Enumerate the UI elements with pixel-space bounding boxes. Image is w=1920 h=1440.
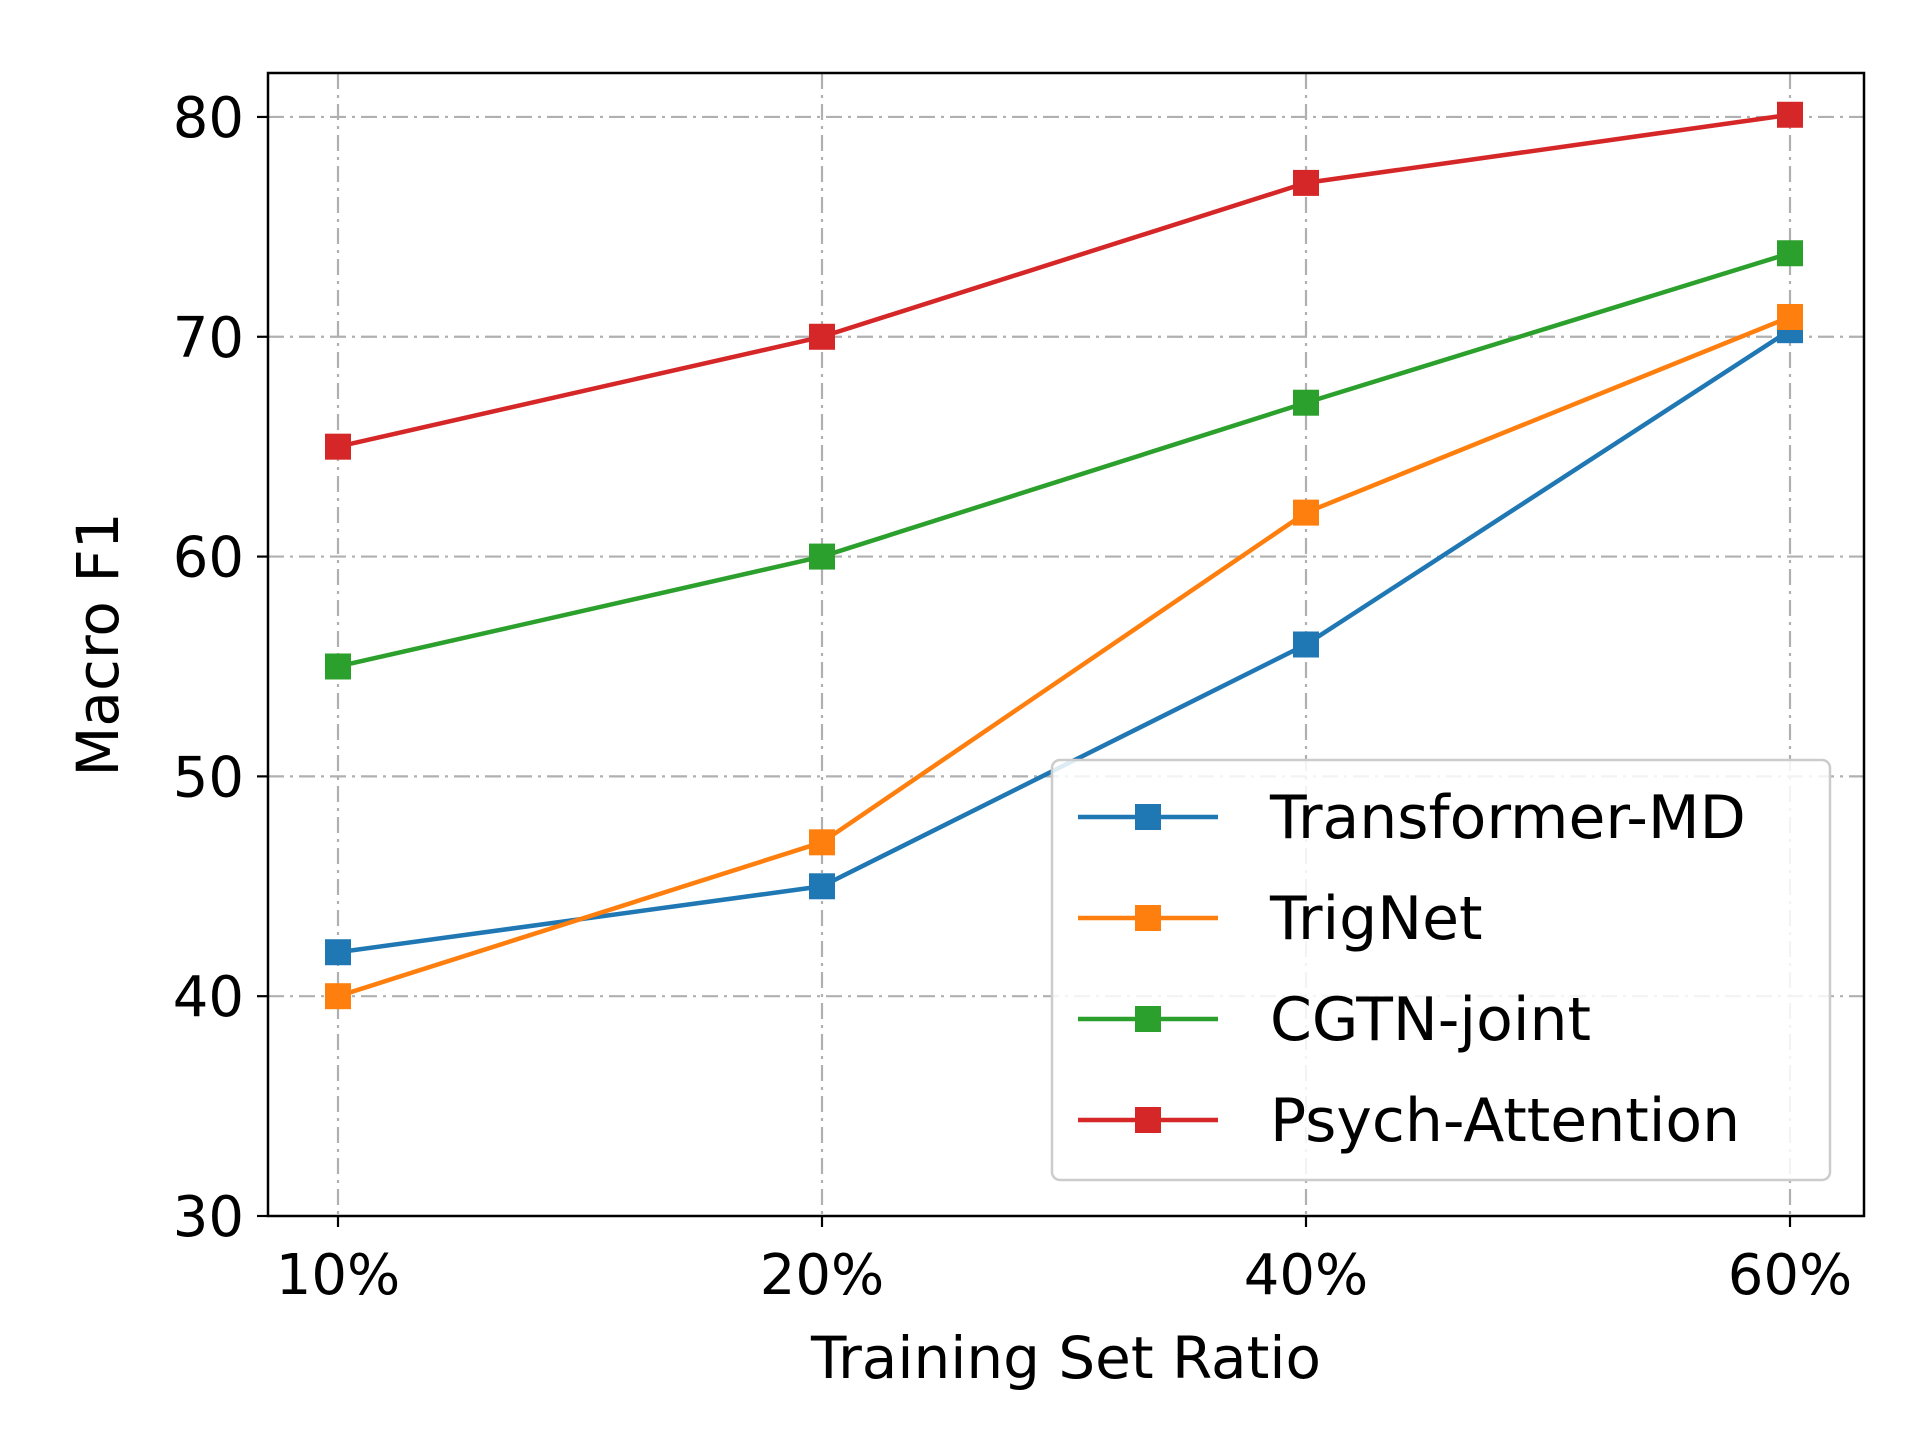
data-point-transformer-md — [1293, 631, 1319, 658]
x-axis-title: Training Set Ratio — [810, 1324, 1321, 1392]
series-line-psych-attention — [337, 112, 1791, 449]
y-tick-label: 60 — [173, 526, 244, 591]
data-point-psych-attention — [1777, 101, 1803, 128]
y-tick-label: 50 — [173, 745, 244, 810]
y-tick-label: 30 — [173, 1185, 244, 1250]
data-point-trignet — [809, 829, 835, 856]
legend-box — [1050, 758, 1832, 1182]
x-tick-label: 20% — [760, 1243, 884, 1308]
data-point-psych-attention — [809, 323, 835, 350]
y-tick-label: 40 — [173, 965, 244, 1030]
series-line-cgtn-joint — [337, 251, 1791, 669]
data-point-cgtn-joint — [325, 653, 351, 680]
series-markers — [325, 101, 1803, 1010]
x-tick-label: 10% — [276, 1243, 400, 1308]
data-point-transformer-md — [325, 939, 351, 966]
data-point-trignet — [1777, 303, 1803, 330]
data-point-cgtn-joint — [1777, 240, 1803, 267]
legend-label-trignet: TrigNet — [1269, 884, 1483, 954]
legend-label-psych-attention: Psych-Attention — [1270, 1086, 1740, 1156]
y-axis-title: Macro F1 — [64, 512, 132, 776]
data-point-cgtn-joint — [809, 543, 835, 570]
legend-label-cgtn-joint: CGTN-joint — [1270, 985, 1591, 1055]
data-point-psych-attention — [325, 433, 351, 460]
data-point-trignet — [325, 983, 351, 1010]
data-point-psych-attention — [1293, 169, 1319, 196]
axis-ticks: 10% 20% 40% 60% 30 40 50 60 70 80 — [173, 86, 1853, 1308]
plot-frame — [266, 71, 1866, 1218]
data-point-transformer-md — [809, 873, 835, 900]
legend: Transformer-MD TrigNet CGTN-joint Psych-Att… — [1050, 758, 1832, 1182]
x-tick-label: 60% — [1728, 1243, 1852, 1308]
legend-marker-transformer-md — [1135, 804, 1161, 830]
data-point-cgtn-joint — [1293, 389, 1319, 416]
y-tick-label: 80 — [173, 86, 244, 151]
data-point-trignet — [1293, 499, 1319, 526]
legend-label-transformer-md: Transformer-MD — [1269, 783, 1746, 853]
legend-marker-cgtn-joint — [1135, 1006, 1161, 1032]
x-tick-label: 40% — [1244, 1243, 1368, 1308]
y-tick-label: 70 — [173, 306, 244, 371]
legend-marker-psych-attention — [1135, 1107, 1161, 1133]
legend-marker-trignet — [1135, 905, 1161, 931]
series-line-trignet — [337, 314, 1791, 999]
